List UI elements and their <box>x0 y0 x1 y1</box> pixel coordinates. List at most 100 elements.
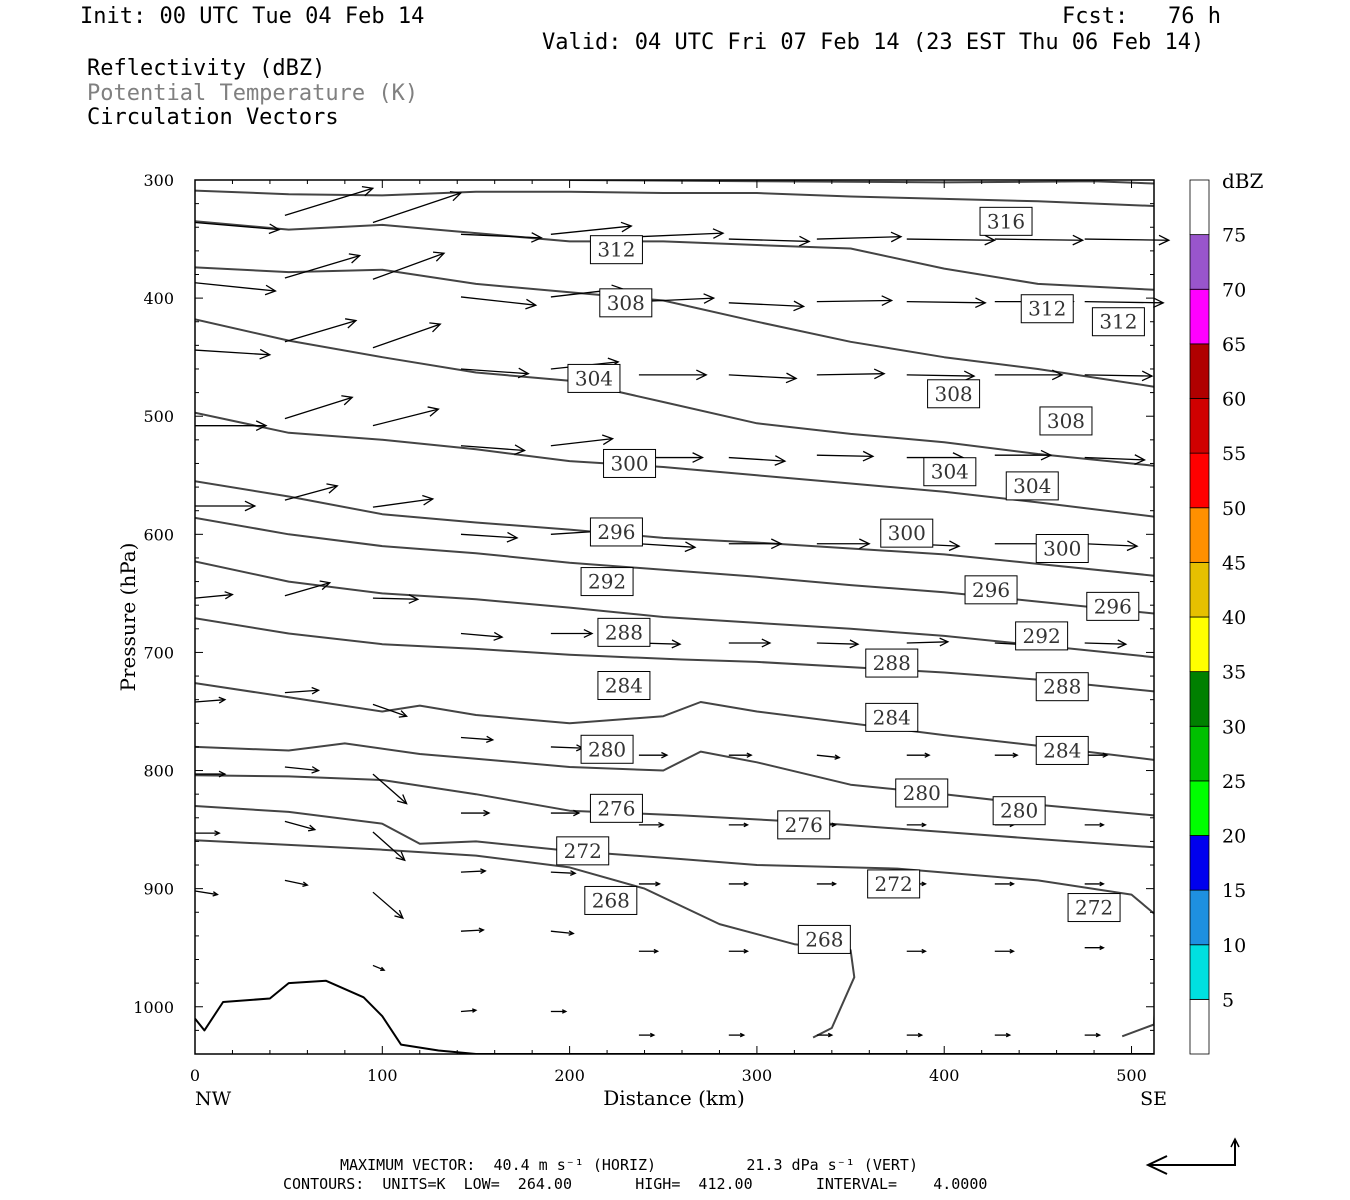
theta-contour-316 <box>195 220 1154 291</box>
contour-label: 308 <box>599 288 653 318</box>
circulation-vector <box>906 234 997 246</box>
circulation-vector <box>372 831 406 862</box>
contour-label-layer: 316 312 308 312 312 304 308 308 300 304 304 296 300 3… <box>556 206 1145 954</box>
contour-label: 272 <box>1067 893 1121 923</box>
plot-frame <box>194 179 1155 1055</box>
contour-label: 296 <box>964 575 1018 605</box>
forecast-hour-label: Fcst: 76 h <box>1062 4 1221 29</box>
colorbar-tick-label: 60 <box>1222 389 1246 411</box>
circulation-vector <box>460 927 485 933</box>
valid-time-label: Valid: 04 UTC Fri 07 Feb 14 (23 EST Thu … <box>542 30 1205 55</box>
colorbar-tick-label: 10 <box>1222 935 1246 957</box>
circulation-vector <box>372 773 408 805</box>
colorbar-bin <box>1189 234 1210 290</box>
theta-contour-288 <box>195 617 1154 693</box>
circulation-vector <box>816 881 838 887</box>
svg-text:280: 280 <box>588 737 626 761</box>
circulation-vector <box>284 766 321 774</box>
svg-text:296: 296 <box>1094 594 1132 618</box>
colorbar-bin <box>1189 288 1210 345</box>
colorbar-tick-label: 50 <box>1222 498 1246 520</box>
circulation-vector <box>638 1032 656 1038</box>
colorbar-tick-label: 65 <box>1222 334 1246 356</box>
circulation-vector <box>728 372 798 384</box>
circulation-vector <box>195 830 221 837</box>
contour-label: 316 <box>979 206 1033 236</box>
circulation-vector <box>550 809 581 817</box>
circulation-vector <box>550 744 585 752</box>
contour-label: 284 <box>865 702 919 732</box>
colorbar-bin <box>1189 452 1210 509</box>
contour-label: 312 <box>1020 294 1074 324</box>
circulation-vector <box>460 868 487 875</box>
circulation-vector <box>372 494 435 508</box>
circulation-vector <box>194 890 219 897</box>
svg-text:280: 280 <box>903 781 941 805</box>
colorbar-bin <box>1189 561 1210 618</box>
contour-label: 268 <box>584 885 638 915</box>
circulation-vector <box>994 449 1053 461</box>
contour-label: 292 <box>580 567 634 597</box>
x-tick-label: 300 <box>742 1066 773 1085</box>
circulation-vector <box>195 420 268 432</box>
circulation-vector <box>816 639 860 649</box>
y-tick-label: 900 <box>143 880 174 899</box>
circulation-vector <box>816 295 894 306</box>
circulation-vector <box>816 1032 834 1038</box>
circulation-vector <box>372 594 420 604</box>
colorbar-bin <box>1189 725 1210 782</box>
svg-text:292: 292 <box>588 570 626 594</box>
circulation-vector <box>550 434 615 447</box>
circulation-vector <box>1084 822 1105 828</box>
svg-text:304: 304 <box>1013 474 1051 498</box>
contour-label: 300 <box>1035 533 1089 563</box>
circulation-vector <box>994 881 1015 887</box>
colorbar-bin <box>1189 889 1210 946</box>
circulation-vector <box>728 538 783 550</box>
circulation-vector <box>816 231 903 243</box>
circulation-vector <box>372 891 404 920</box>
circulation-vector <box>728 1032 746 1038</box>
dbz-colorbar: 5 10 15 20 25 30 35 40 45 50 55 60 65 70 75 <box>1189 179 1246 1055</box>
contour-label: 276 <box>589 793 643 823</box>
y-tick-label: 500 <box>143 407 174 426</box>
circulation-vector <box>372 964 386 971</box>
contour-label: 272 <box>867 869 921 899</box>
circulation-vector <box>994 234 1085 246</box>
circulation-vector <box>728 948 750 954</box>
circulation-vector <box>1084 297 1165 309</box>
svg-text:304: 304 <box>575 366 613 390</box>
circulation-vector <box>1084 234 1171 246</box>
circulation-vector <box>194 696 227 704</box>
circulation-vector <box>638 541 697 553</box>
circulation-vector <box>550 629 594 639</box>
x-tick-label: 200 <box>554 1066 585 1085</box>
circulation-vector <box>638 751 669 759</box>
x-axis-label: Distance (km) <box>603 1086 745 1110</box>
svg-text:288: 288 <box>1043 675 1081 699</box>
y-tick-label: 600 <box>143 525 174 544</box>
contour-label: 300 <box>603 448 657 478</box>
circulation-vector <box>194 591 234 600</box>
circulation-vector <box>550 870 577 876</box>
circulation-vector <box>550 930 575 936</box>
circulation-vector <box>1084 370 1154 382</box>
contour-label: 304 <box>567 363 621 393</box>
svg-text:300: 300 <box>888 521 926 545</box>
contour-layer <box>195 180 1154 1054</box>
theta-contour-312 <box>195 266 1154 388</box>
circulation-vector <box>1084 639 1128 649</box>
colorbar-bin <box>1189 998 1210 1055</box>
colorbar-tick-label: 45 <box>1222 552 1246 574</box>
colorbar-bin <box>1189 398 1210 454</box>
svg-text:312: 312 <box>597 238 635 262</box>
contour-label: 288 <box>865 648 919 678</box>
circulation-vector <box>994 948 1015 954</box>
circulation-vector <box>284 820 317 832</box>
contour-label: 300 <box>880 518 934 548</box>
circulation-vector <box>460 631 504 641</box>
circulation-vector <box>372 190 463 224</box>
circulation-vector <box>994 1032 1012 1038</box>
svg-text:284: 284 <box>605 674 643 698</box>
